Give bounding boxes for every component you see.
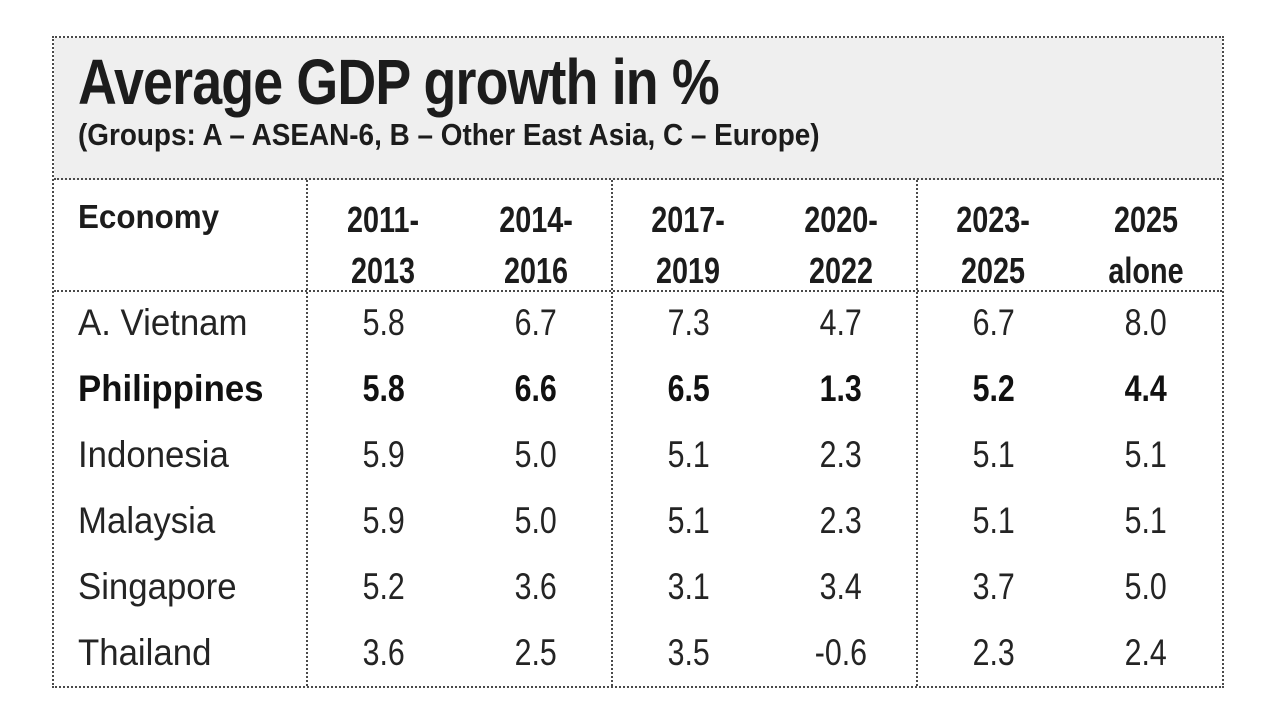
- value-cell: 5.9: [362, 500, 405, 541]
- column-header-economy: Economy: [78, 198, 220, 235]
- economy-name-cell: A. Vietnam: [78, 302, 248, 343]
- value-cell: 2.5: [514, 632, 557, 673]
- value-cell: 1.3: [819, 368, 862, 409]
- value-cell: 5.0: [514, 434, 557, 475]
- value-cell: 5.1: [972, 500, 1015, 541]
- title-block: Average GDP growth in % (Groups: A – ASE…: [54, 38, 1222, 180]
- economy-name-cell: Thailand: [78, 632, 212, 673]
- value-cell: 4.7: [819, 302, 862, 343]
- value-cell: -0.6: [814, 632, 867, 673]
- value-cell: 5.0: [1124, 566, 1167, 607]
- value-cell: 7.3: [667, 302, 710, 343]
- value-cell: 6.5: [667, 368, 710, 409]
- value-cell: 5.1: [667, 500, 710, 541]
- economy-name-cell: Philippines: [78, 368, 264, 409]
- column-header-2023-2025: 2023- 2025: [956, 199, 1031, 292]
- column-header-2020-2022: 2020- 2022: [803, 199, 878, 292]
- value-cell: 5.8: [362, 302, 405, 343]
- value-cell: 3.1: [667, 566, 710, 607]
- value-cell: 5.8: [362, 368, 405, 409]
- column-header-2011-2013: 2011- 2013: [347, 199, 420, 292]
- chart-title: Average GDP growth in %: [78, 46, 720, 118]
- column-divider: [611, 180, 613, 686]
- value-cell: 5.9: [362, 434, 405, 475]
- value-cell: 5.0: [514, 500, 557, 541]
- value-cell: 2.3: [972, 632, 1015, 673]
- value-cell: 5.1: [1124, 500, 1167, 541]
- value-cell: 2.3: [819, 434, 862, 475]
- value-cell: 5.2: [362, 566, 405, 607]
- column-divider: [306, 180, 308, 686]
- value-cell: 3.7: [972, 566, 1015, 607]
- value-cell: 5.2: [972, 368, 1015, 409]
- economy-name-cell: Malaysia: [78, 500, 216, 541]
- value-cell: 5.1: [667, 434, 710, 475]
- value-cell: 3.6: [514, 566, 557, 607]
- value-cell: 8.0: [1124, 302, 1167, 343]
- value-cell: 3.5: [667, 632, 710, 673]
- chart-subtitle: (Groups: A – ASEAN-6, B – Other East Asi…: [78, 117, 820, 153]
- column-header-2025-alone: 2025 alone: [1108, 199, 1184, 292]
- gdp-table: Economy 2011- 2013 2014- 2016 2017- 2019 20…: [54, 180, 1222, 686]
- header-divider: [54, 290, 1222, 292]
- value-cell: 6.7: [514, 302, 557, 343]
- economy-name-cell: Indonesia: [78, 434, 229, 475]
- column-divider: [916, 180, 918, 686]
- value-cell: 3.4: [819, 566, 862, 607]
- value-cell: 6.7: [972, 302, 1015, 343]
- value-cell: 5.1: [972, 434, 1015, 475]
- value-cell: 5.1: [1124, 434, 1167, 475]
- column-header-2014-2016: 2014- 2016: [498, 199, 573, 292]
- value-cell: 6.6: [514, 368, 557, 409]
- value-cell: 2.4: [1124, 632, 1167, 673]
- economy-name-cell: Singapore: [78, 566, 237, 607]
- value-cell: 4.4: [1124, 368, 1167, 409]
- column-header-2017-2019: 2017- 2019: [651, 199, 726, 292]
- value-cell: 2.3: [819, 500, 862, 541]
- table-frame: Average GDP growth in % (Groups: A – ASE…: [52, 36, 1224, 688]
- value-cell: 3.6: [362, 632, 405, 673]
